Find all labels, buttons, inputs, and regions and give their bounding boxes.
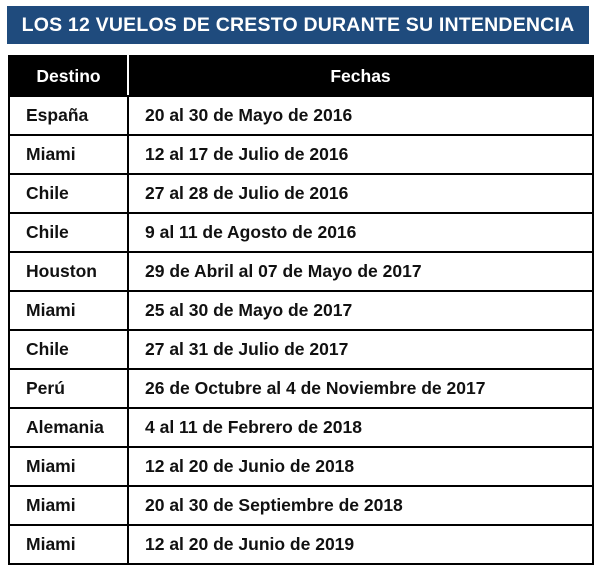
cell-destino: Alemania xyxy=(8,407,129,448)
cell-fechas: 4 al 11 de Febrero de 2018 xyxy=(127,407,594,448)
cell-destino: Miami xyxy=(8,290,129,331)
table-row: España 20 al 30 de Mayo de 2016 xyxy=(8,95,594,136)
cell-fechas: 29 de Abril al 07 de Mayo de 2017 xyxy=(127,251,594,292)
cell-destino: Chile xyxy=(8,212,129,253)
cell-destino: Perú xyxy=(8,368,129,409)
cell-destino: España xyxy=(8,95,129,136)
cell-fechas: 27 al 31 de Julio de 2017 xyxy=(127,329,594,370)
page-title: LOS 12 VUELOS DE CRESTO DURANTE SU INTEN… xyxy=(21,13,575,36)
cell-destino: Chile xyxy=(8,329,129,370)
cell-fechas: 9 al 11 de Agosto de 2016 xyxy=(127,212,594,253)
table-row: Chile 9 al 11 de Agosto de 2016 xyxy=(8,212,594,253)
column-header-fechas: Fechas xyxy=(127,55,594,97)
table-row: Miami 12 al 20 de Junio de 2018 xyxy=(8,446,594,487)
cell-destino: Chile xyxy=(8,173,129,214)
cell-fechas: 25 al 30 de Mayo de 2017 xyxy=(127,290,594,331)
table-row: Miami 12 al 17 de Julio de 2016 xyxy=(8,134,594,175)
cell-fechas: 27 al 28 de Julio de 2016 xyxy=(127,173,594,214)
cell-fechas: 12 al 17 de Julio de 2016 xyxy=(127,134,594,175)
cell-destino: Miami xyxy=(8,485,129,526)
table-row: Miami 20 al 30 de Septiembre de 2018 xyxy=(8,485,594,526)
cell-fechas: 12 al 20 de Junio de 2018 xyxy=(127,446,594,487)
cell-destino: Miami xyxy=(8,446,129,487)
cell-fechas: 26 de Octubre al 4 de Noviembre de 2017 xyxy=(127,368,594,409)
cell-fechas: 20 al 30 de Septiembre de 2018 xyxy=(127,485,594,526)
cell-destino: Houston xyxy=(8,251,129,292)
cell-destino: Miami xyxy=(8,524,129,565)
flights-table: Destino Fechas España 20 al 30 de Mayo d… xyxy=(8,55,594,565)
column-header-destino: Destino xyxy=(8,55,129,97)
table-header-row: Destino Fechas xyxy=(8,55,594,97)
table-row: Chile 27 al 28 de Julio de 2016 xyxy=(8,173,594,214)
cell-fechas: 12 al 20 de Junio de 2019 xyxy=(127,524,594,565)
table-row: Miami 12 al 20 de Junio de 2019 xyxy=(8,524,594,565)
table-row: Houston 29 de Abril al 07 de Mayo de 201… xyxy=(8,251,594,292)
cell-destino: Miami xyxy=(8,134,129,175)
title-banner: LOS 12 VUELOS DE CRESTO DURANTE SU INTEN… xyxy=(7,6,589,44)
table-row: Chile 27 al 31 de Julio de 2017 xyxy=(8,329,594,370)
table-row: Perú 26 de Octubre al 4 de Noviembre de … xyxy=(8,368,594,409)
table-row: Miami 25 al 30 de Mayo de 2017 xyxy=(8,290,594,331)
table-row: Alemania 4 al 11 de Febrero de 2018 xyxy=(8,407,594,448)
cell-fechas: 20 al 30 de Mayo de 2016 xyxy=(127,95,594,136)
